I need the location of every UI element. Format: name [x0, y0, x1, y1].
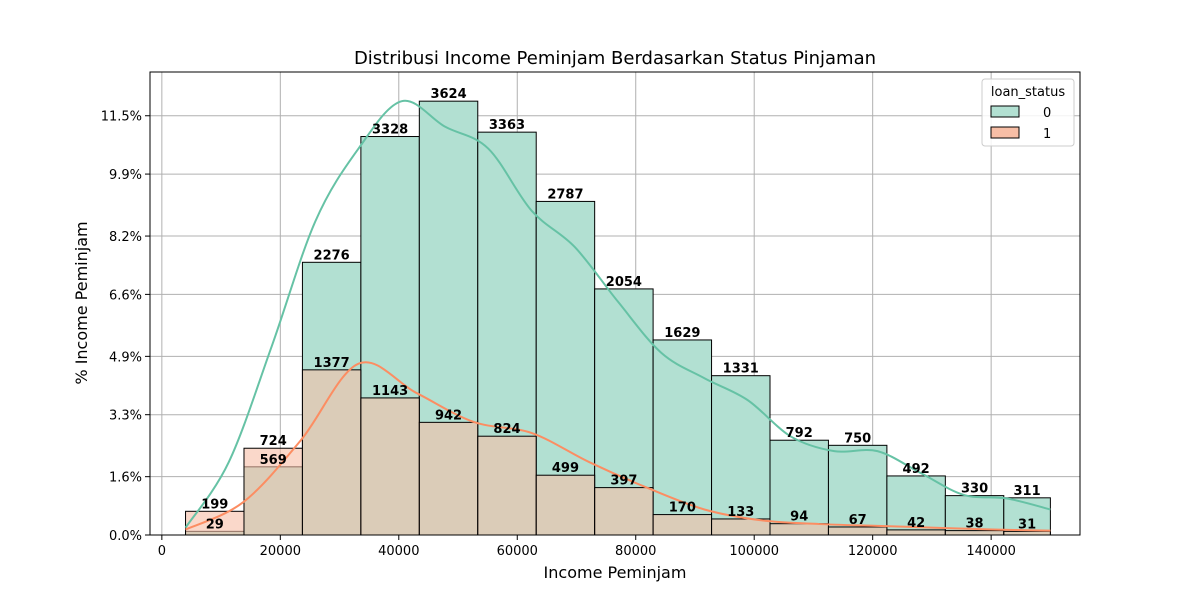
kde-curves [184, 99, 1051, 532]
bar-count-label: 1143 [372, 384, 408, 399]
bar-count-label: 3363 [489, 118, 525, 133]
kde-line-0 [184, 99, 1051, 529]
bar-count-label: 67 [849, 513, 867, 528]
bar-count-label: 792 [786, 426, 813, 441]
legend: loan_status 0 1 [981, 78, 1075, 147]
bar-count-label: 29 [206, 517, 224, 532]
bar-count-label: 492 [903, 462, 930, 477]
legend-swatch-0 [990, 105, 1020, 118]
histogram-bar [418, 421, 479, 536]
chart-title: Distribusi Income Peminjam Berdasarkan S… [354, 48, 876, 69]
plot-frame [149, 71, 1081, 536]
bar-count-label: 3624 [430, 87, 466, 102]
legend-label-0: 0 [1043, 106, 1051, 121]
histogram-bar [243, 447, 303, 536]
bar-count-label: 170 [669, 501, 696, 516]
bar-labels: 29 569 2276 3328 3624 3363 2787 2054 1629 1331 792… [201, 87, 1040, 532]
bar-count-label: 1377 [314, 356, 350, 371]
histogram-bar [301, 369, 362, 536]
kde-line-1 [185, 361, 1051, 532]
bar-count-label: 3328 [372, 123, 408, 138]
x-tick-label: 100000 [729, 544, 779, 559]
y-tick-label: 11.5% [101, 110, 142, 125]
bar-count-label: 38 [966, 517, 984, 532]
bar-count-label: 1629 [664, 326, 700, 341]
histogram-bar [827, 444, 888, 536]
bars [185, 100, 1051, 536]
x-tick-label: 80000 [615, 544, 656, 559]
bar-count-label: 133 [727, 505, 754, 520]
histogram-bar [594, 487, 654, 536]
y-tick-label: 8.2% [109, 230, 142, 245]
histogram-bar [477, 435, 537, 536]
bar-count-label: 1331 [723, 362, 759, 377]
y-tick-label: 6.6% [109, 288, 142, 303]
histogram-bar [652, 514, 713, 536]
y-tick-label: 3.3% [109, 409, 142, 424]
legend-title: loan_status [991, 85, 1065, 100]
y-tick-label: 0.0% [109, 529, 142, 544]
bar-count-label: 724 [260, 434, 287, 449]
legend-label-1: 1 [1043, 127, 1051, 142]
histogram-bar [827, 526, 888, 536]
y-tick-label: 9.9% [109, 168, 142, 183]
bar-count-label: 94 [790, 510, 808, 525]
x-tick-label: 140000 [966, 544, 1016, 559]
bar-count-label: 2054 [606, 275, 642, 290]
x-tick-label: 0 [158, 544, 166, 559]
bar-count-label: 499 [552, 461, 579, 476]
y-axis-label: % Income Peminjam [72, 221, 91, 384]
x-tick-label: 120000 [848, 544, 898, 559]
histogram-bar [711, 375, 771, 536]
bar-count-label: 397 [610, 474, 637, 489]
histogram-bar [711, 518, 771, 536]
bar-count-label: 199 [201, 497, 228, 512]
legend-swatch-1 [990, 126, 1020, 139]
y-tick-label: 4.9% [109, 350, 142, 365]
bar-count-label: 2276 [314, 248, 350, 263]
axes: 0 20000 40000 60000 80000 100000 120000 140000 0… [101, 71, 1081, 559]
bar-count-label: 824 [493, 422, 520, 437]
histogram-bar [769, 523, 829, 536]
x-tick-label: 40000 [378, 544, 419, 559]
bar-count-label: 311 [1014, 484, 1041, 499]
bar-count-label: 330 [961, 482, 988, 497]
bar-count-label: 750 [844, 431, 871, 446]
bar-count-label: 2787 [547, 187, 583, 202]
bar-count-label: 42 [907, 516, 925, 531]
x-tick-label: 60000 [497, 544, 538, 559]
bar-count-label: 942 [435, 408, 462, 423]
histogram-bar [360, 397, 420, 536]
bar-count-label: 569 [260, 453, 287, 468]
y-tick-label: 1.6% [109, 471, 142, 486]
x-tick-label: 20000 [260, 544, 301, 559]
x-axis-label: Income Peminjam [544, 563, 687, 582]
histogram-bar [535, 474, 596, 536]
bar-count-label: 31 [1018, 517, 1036, 532]
histogram-bar [886, 475, 946, 536]
